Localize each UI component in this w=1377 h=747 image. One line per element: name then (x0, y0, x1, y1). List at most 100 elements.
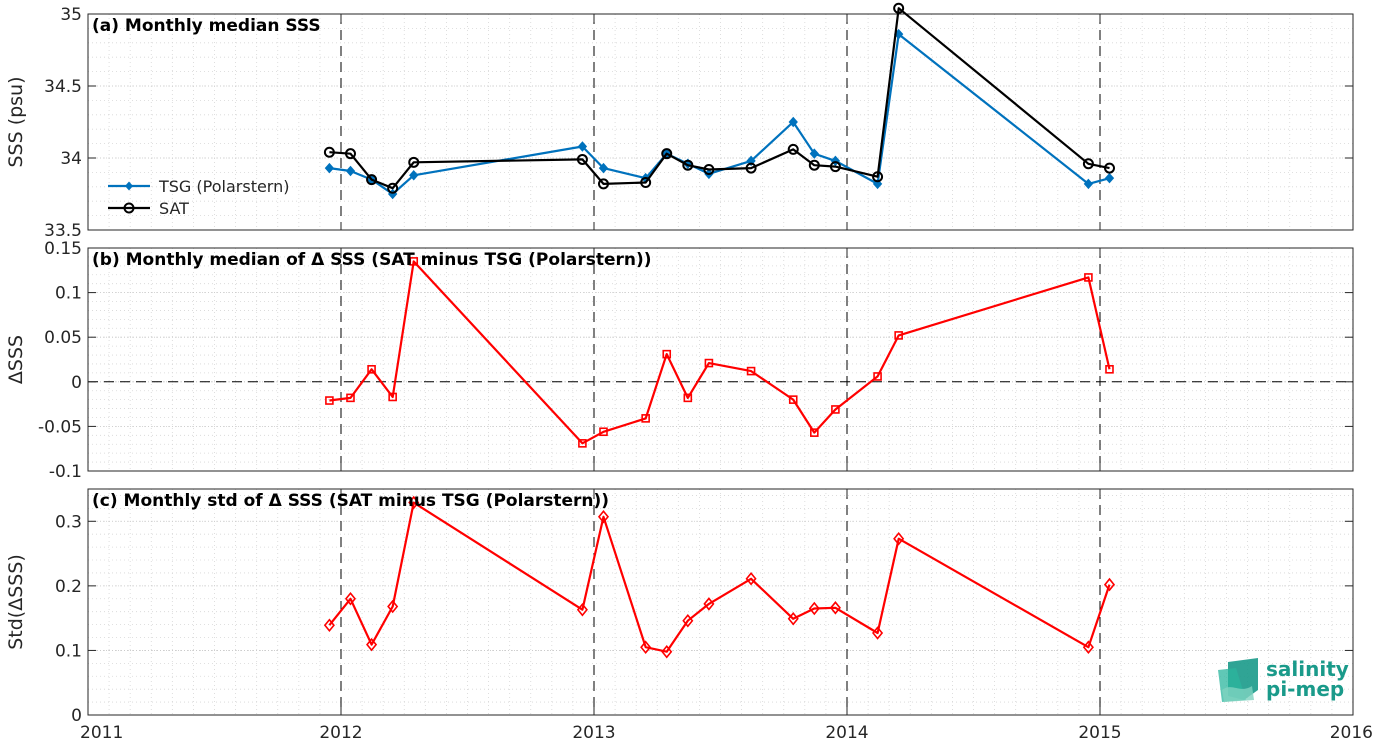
data-point (787, 612, 799, 626)
axes-frame (87, 488, 1354, 716)
y-tick-label: 33.5 (44, 221, 82, 241)
y-tick-label: 34.5 (44, 77, 82, 97)
data-point (345, 165, 356, 177)
data-point (1105, 365, 1114, 374)
x-tick-label: 2012 (319, 723, 362, 743)
data-point (894, 331, 903, 340)
y-tick-label: 0.1 (55, 641, 82, 661)
data-point (703, 597, 715, 611)
y-tick-label: 0.1 (55, 284, 82, 304)
y-axis-label: SSS (psu) (5, 76, 27, 167)
legend-marker (123, 202, 135, 214)
data-point (810, 428, 819, 437)
data-point (787, 143, 799, 155)
data-point (576, 602, 588, 617)
data-point (682, 159, 694, 171)
data-point (661, 644, 673, 659)
x-tick-label: 2015 (1078, 723, 1121, 743)
data-point (344, 148, 356, 160)
data-point (408, 495, 420, 510)
data-point (599, 427, 608, 437)
legend-label: SAT (159, 199, 189, 218)
data-point (1084, 273, 1093, 282)
data-point (872, 171, 884, 183)
y-tick-label: 0 (71, 373, 82, 393)
axes-frame (87, 13, 1354, 231)
data-point (893, 531, 905, 546)
data-point (576, 153, 588, 165)
x-tick-label: 2011 (80, 723, 123, 743)
data-point (746, 366, 756, 376)
data-point (788, 395, 798, 404)
logo-text-salinity: salinity (1266, 657, 1349, 681)
data-point (1082, 158, 1094, 170)
data-point (578, 439, 587, 448)
data-point (745, 162, 757, 174)
data-point (640, 176, 652, 188)
data-point (323, 618, 335, 633)
y-axis-label: ΔSSS (5, 335, 27, 384)
panel-title: (b) Monthly median of Δ SSS (SAT minus T… (92, 250, 652, 270)
data-point (323, 146, 335, 158)
series-line-sat (329, 7, 1110, 190)
plot-area (88, 248, 1353, 471)
y-tick-label: -0.05 (38, 417, 82, 437)
y-axis-label: Std(ΔSSS) (5, 554, 27, 650)
data-point (872, 626, 884, 640)
data-point (682, 613, 694, 628)
panel-title: (a) Monthly median SSS (92, 16, 321, 36)
data-point (366, 637, 378, 652)
data-point (366, 174, 378, 186)
y-tick-label: 34 (60, 149, 82, 169)
logo-text-pi-mep: pi-mep (1266, 677, 1344, 701)
data-point (409, 170, 419, 181)
data-point (809, 148, 819, 159)
data-point (597, 178, 609, 190)
x-tick-label: 2013 (572, 723, 615, 743)
x-tick-label: 2014 (825, 723, 868, 743)
data-point (808, 601, 820, 616)
data-point (325, 396, 334, 405)
data-point (703, 164, 715, 176)
data-point (661, 148, 673, 160)
data-point (1082, 640, 1094, 654)
axes-frame (87, 247, 1354, 472)
data-point (387, 182, 399, 194)
data-point (829, 161, 841, 173)
data-point (597, 510, 610, 524)
data-point (408, 156, 420, 168)
data-point (577, 141, 588, 152)
data-point (344, 592, 357, 606)
data-point (409, 257, 419, 266)
series-line-delta-sss (329, 260, 1111, 445)
panel-title: (c) Monthly std of Δ SSS (SAT minus TSG … (92, 491, 609, 511)
data-point (1104, 172, 1115, 184)
y-tick-label: 0 (71, 706, 82, 726)
data-point (873, 372, 882, 381)
data-point (598, 162, 609, 174)
logo-mark (1222, 686, 1254, 702)
data-point (1103, 577, 1116, 592)
y-tick-label: -0.1 (49, 462, 82, 482)
data-point (640, 640, 652, 654)
legend-label: TSG (Polarstern) (158, 177, 289, 196)
data-point (324, 162, 335, 174)
data-point (1103, 162, 1115, 174)
data-point (831, 405, 840, 414)
data-point (367, 365, 376, 374)
x-tick-label: 2016 (1330, 723, 1373, 743)
series-line-delta-sss (328, 501, 1111, 653)
legend-marker (125, 181, 133, 191)
data-point (662, 349, 672, 359)
y-tick-label: 0.3 (55, 512, 82, 532)
y-tick-label: 0.2 (55, 577, 82, 597)
data-point (704, 358, 714, 368)
data-point (346, 393, 355, 403)
panel-b: -0.1 -0.05 0 0.05 0.1 0.15 ΔSSS (b) Monthly med… (5, 239, 1354, 482)
data-point (745, 571, 757, 586)
data-point (788, 116, 798, 128)
data-point (893, 2, 905, 14)
y-tick-label: 0.05 (44, 328, 82, 348)
